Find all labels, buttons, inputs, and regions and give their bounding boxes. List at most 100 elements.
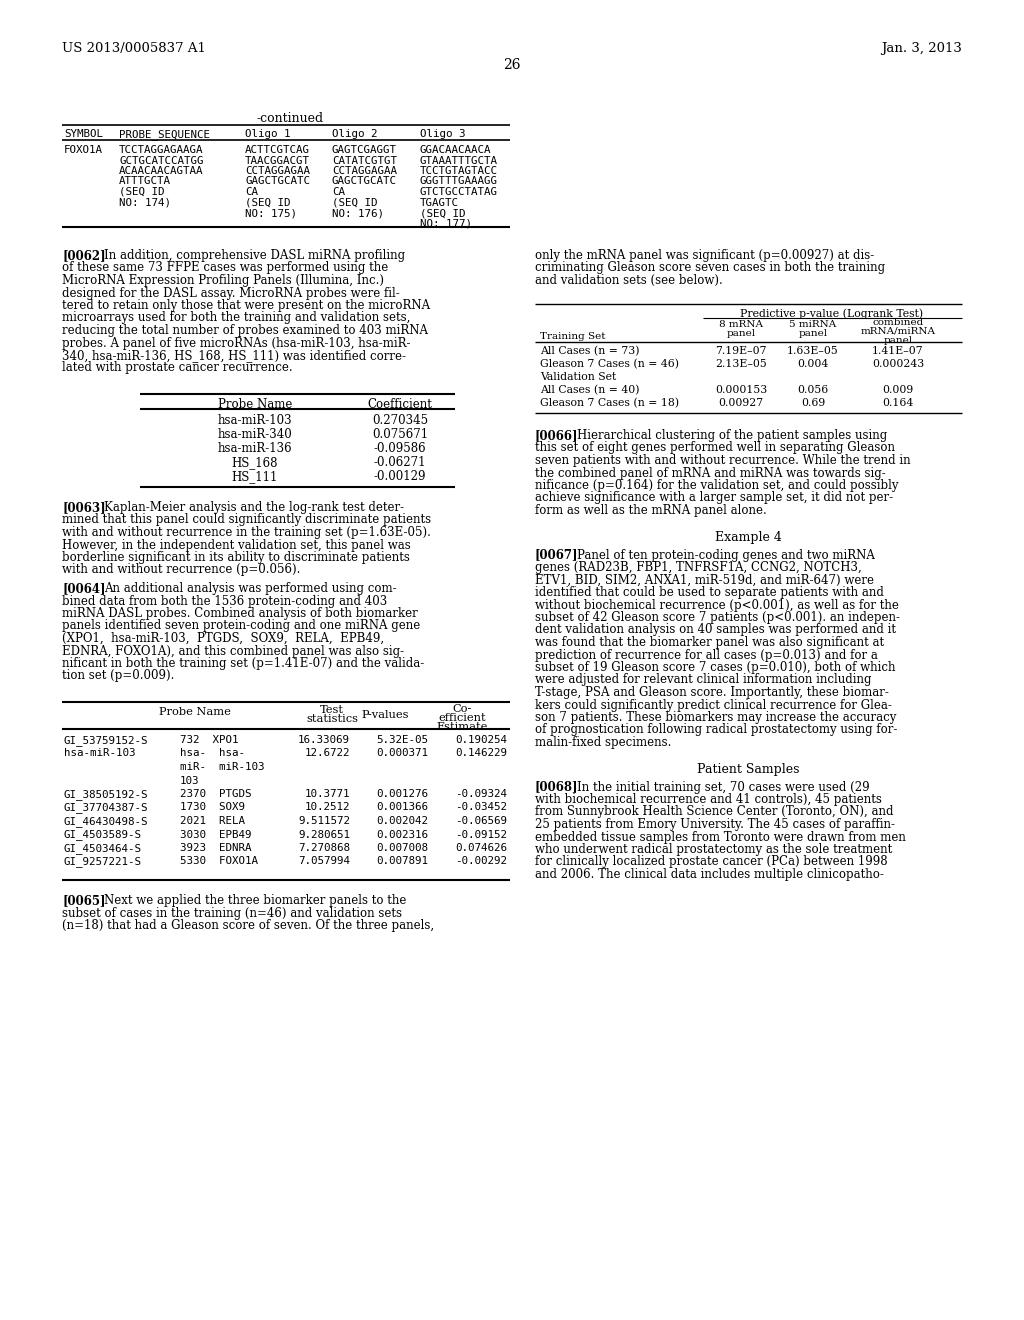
Text: embedded tissue samples from Toronto were drawn from men: embedded tissue samples from Toronto wer… [535,830,906,843]
Text: tion set (p=0.009).: tion set (p=0.009). [62,669,174,682]
Text: MicroRNA Expression Profiling Panels (Illumina, Inc.): MicroRNA Expression Profiling Panels (Il… [62,275,384,286]
Text: Coefficient: Coefficient [368,399,432,411]
Text: 0.001276: 0.001276 [376,789,428,799]
Text: GGGTTTGAAAGG: GGGTTTGAAAGG [420,177,498,186]
Text: [0068]: [0068] [535,780,579,793]
Text: son 7 patients. These biomarkers may increase the accuracy: son 7 patients. These biomarkers may inc… [535,711,896,723]
Text: ETV1, BID, SIM2, ANXA1, miR-519d, and miR-647) were: ETV1, BID, SIM2, ANXA1, miR-519d, and mi… [535,573,874,586]
Text: Gleason 7 Cases (n = 46): Gleason 7 Cases (n = 46) [540,359,679,370]
Text: 9.511572: 9.511572 [298,816,350,826]
Text: Panel of ten protein-coding genes and two miRNA: Panel of ten protein-coding genes and tw… [577,549,874,561]
Text: designed for the DASL assay. MicroRNA probes were fil-: designed for the DASL assay. MicroRNA pr… [62,286,399,300]
Text: this set of eight genes performed well in separating Gleason: this set of eight genes performed well i… [535,441,895,454]
Text: EDNRA, FOXO1A), and this combined panel was also sig-: EDNRA, FOXO1A), and this combined panel … [62,644,404,657]
Text: Example 4: Example 4 [715,531,781,544]
Text: Test: Test [319,705,344,715]
Text: subset of cases in the training (n=46) and validation sets: subset of cases in the training (n=46) a… [62,907,402,920]
Text: 0.190254: 0.190254 [455,735,507,744]
Text: only the mRNA panel was significant (p=0.00927) at dis-: only the mRNA panel was significant (p=0… [535,249,874,261]
Text: bined data from both the 1536 protein-coding and 403: bined data from both the 1536 protein-co… [62,594,387,607]
Text: GTAAATTTGCTA: GTAAATTTGCTA [420,156,498,165]
Text: Kaplan-Meier analysis and the log-rank test deter-: Kaplan-Meier analysis and the log-rank t… [104,502,404,513]
Text: 1730  SOX9: 1730 SOX9 [180,803,245,813]
Text: GI_4503464-S: GI_4503464-S [63,843,142,854]
Text: prediction of recurrence for all cases (p=0.013) and for a: prediction of recurrence for all cases (… [535,648,878,661]
Text: nificance (p=0.164) for the validation set, and could possibly: nificance (p=0.164) for the validation s… [535,479,898,492]
Text: for clinically localized prostate cancer (PCa) between 1998: for clinically localized prostate cancer… [535,855,888,869]
Text: form as well as the mRNA panel alone.: form as well as the mRNA panel alone. [535,504,767,517]
Text: genes (RAD23B, FBP1, TNFRSF1A, CCNG2, NOTCH3,: genes (RAD23B, FBP1, TNFRSF1A, CCNG2, NO… [535,561,862,574]
Text: -continued: -continued [256,112,324,125]
Text: panels identified seven protein-coding and one miRNA gene: panels identified seven protein-coding a… [62,619,420,632]
Text: seven patients with and without recurrence. While the trend in: seven patients with and without recurren… [535,454,910,467]
Text: SYMBOL: SYMBOL [63,129,103,139]
Text: 0.075671: 0.075671 [372,428,428,441]
Text: GCTGCATCCATGG: GCTGCATCCATGG [119,156,204,165]
Text: GAGTCGAGGT: GAGTCGAGGT [332,145,397,154]
Text: 12.6722: 12.6722 [304,748,350,759]
Text: -0.09586: -0.09586 [374,442,426,455]
Text: [0064]: [0064] [62,582,105,595]
Text: 3030  EPB49: 3030 EPB49 [180,829,252,840]
Text: hsa-miR-136: hsa-miR-136 [218,442,292,455]
Text: 7.19E–07: 7.19E–07 [715,346,767,356]
Text: (SEQ ID: (SEQ ID [332,198,378,207]
Text: FOXO1A: FOXO1A [63,145,103,154]
Text: miRNA DASL probes. Combined analysis of both biomarker: miRNA DASL probes. Combined analysis of … [62,607,418,620]
Text: GI_46430498-S: GI_46430498-S [63,816,148,826]
Text: CCTAGGAGAA: CCTAGGAGAA [245,166,310,176]
Text: Gleason 7 Cases (n = 18): Gleason 7 Cases (n = 18) [540,399,679,408]
Text: 0.007891: 0.007891 [376,857,428,866]
Text: PROBE_SEQUENCE: PROBE_SEQUENCE [119,129,210,140]
Text: panel: panel [799,329,827,338]
Text: combined: combined [872,318,924,327]
Text: HS_168: HS_168 [231,455,279,469]
Text: GI_4503589-S: GI_4503589-S [63,829,142,841]
Text: hsa-miR-103: hsa-miR-103 [218,414,292,426]
Text: the combined panel of mRNA and miRNA was towards sig-: the combined panel of mRNA and miRNA was… [535,466,886,479]
Text: GGACAACAACA: GGACAACAACA [420,145,492,154]
Text: (SEQ ID: (SEQ ID [119,187,165,197]
Text: [0063]: [0063] [62,502,105,513]
Text: 7.057994: 7.057994 [298,857,350,866]
Text: were adjusted for relevant clinical information including: were adjusted for relevant clinical info… [535,673,871,686]
Text: 26: 26 [503,58,521,73]
Text: with and without recurrence (p=0.056).: with and without recurrence (p=0.056). [62,564,300,577]
Text: 2.13E–05: 2.13E–05 [715,359,767,370]
Text: -0.03452: -0.03452 [455,803,507,813]
Text: achieve significance with a larger sample set, it did not per-: achieve significance with a larger sampl… [535,491,893,504]
Text: 25 patients from Emory University. The 45 cases of paraffin-: 25 patients from Emory University. The 4… [535,818,895,832]
Text: Oligo 3: Oligo 3 [420,129,466,139]
Text: mined that this panel could significantly discriminate patients: mined that this panel could significantl… [62,513,431,527]
Text: 0.164: 0.164 [883,399,913,408]
Text: 0.002316: 0.002316 [376,829,428,840]
Text: with and without recurrence in the training set (p=1.63E-05).: with and without recurrence in the train… [62,525,431,539]
Text: kers could significantly predict clinical recurrence for Glea-: kers could significantly predict clinica… [535,698,892,711]
Text: 5330  FOXO1A: 5330 FOXO1A [180,857,258,866]
Text: Oligo 2: Oligo 2 [332,129,378,139]
Text: CA: CA [332,187,345,197]
Text: microarrays used for both the training and validation sets,: microarrays used for both the training a… [62,312,411,325]
Text: NO: 176): NO: 176) [332,209,384,218]
Text: [0067]: [0067] [535,549,579,561]
Text: GI_37704387-S: GI_37704387-S [63,803,148,813]
Text: Hierarchical clustering of the patient samples using: Hierarchical clustering of the patient s… [577,429,887,442]
Text: subset of 19 Gleason score 7 cases (p=0.010), both of which: subset of 19 Gleason score 7 cases (p=0.… [535,661,896,675]
Text: -0.00292: -0.00292 [455,857,507,866]
Text: 0.004: 0.004 [798,359,828,370]
Text: 0.146229: 0.146229 [455,748,507,759]
Text: GI_53759152-S: GI_53759152-S [63,735,148,746]
Text: 1.63E–05: 1.63E–05 [787,346,839,356]
Text: GTCTGCCTATAG: GTCTGCCTATAG [420,187,498,197]
Text: hsa-miR-103: hsa-miR-103 [63,748,135,759]
Text: hsa-  hsa-: hsa- hsa- [180,748,245,759]
Text: ACTTCGTCAG: ACTTCGTCAG [245,145,310,154]
Text: 0.007008: 0.007008 [376,843,428,853]
Text: NO: 174): NO: 174) [119,198,171,207]
Text: Jan. 3, 2013: Jan. 3, 2013 [881,42,962,55]
Text: Probe Name: Probe Name [218,399,292,411]
Text: 2370  PTGDS: 2370 PTGDS [180,789,252,799]
Text: 0.074626: 0.074626 [455,843,507,853]
Text: nificant in both the training set (p=1.41E-07) and the valida-: nificant in both the training set (p=1.4… [62,657,424,671]
Text: TCCTAGGAGAAGA: TCCTAGGAGAAGA [119,145,204,154]
